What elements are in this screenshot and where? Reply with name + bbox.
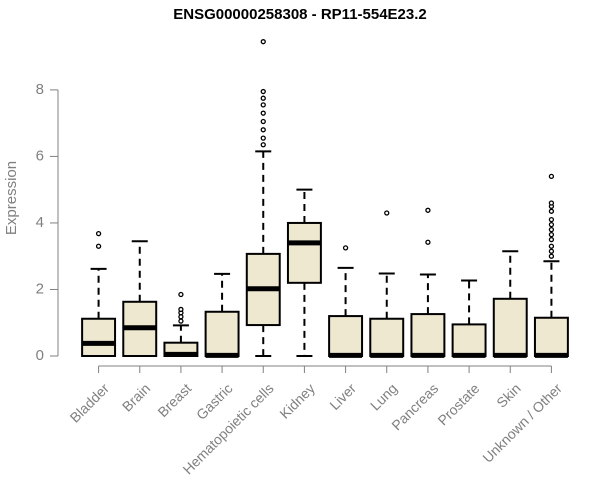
outlier-point [260, 110, 266, 116]
y-tick-label: 0 [36, 347, 44, 364]
outlier-point [548, 253, 555, 259]
outlier-point [548, 216, 555, 223]
outlier-point [548, 243, 555, 249]
box-group [369, 210, 405, 358]
outlier-point [260, 95, 266, 101]
x-tick-label: Skin [493, 380, 524, 411]
box [286, 221, 322, 284]
box [204, 310, 240, 358]
outlier-point [342, 245, 349, 251]
outlier-point [384, 210, 390, 216]
outlier-point [178, 306, 184, 313]
y-tick-label: 2 [36, 280, 44, 297]
outlier-point [95, 243, 102, 249]
box-group [328, 245, 364, 358]
y-tick-label: 8 [36, 81, 44, 98]
box-group [204, 272, 240, 358]
outlier-point [95, 230, 102, 237]
outlier-point [425, 207, 431, 213]
y-ticks: 0 2 4 6 8 [36, 81, 58, 364]
outlier-point [260, 88, 266, 95]
box-group [451, 279, 487, 358]
y-axis-label: Expression [3, 161, 20, 235]
outlier-point [548, 221, 555, 228]
box-group [286, 188, 322, 357]
box-group [410, 207, 446, 358]
outlier-point [260, 118, 266, 125]
x-tick-label: Breast [154, 380, 194, 420]
chart-title: ENSG00000258308 - RP11-554E23.2 [173, 6, 427, 23]
box-group [245, 39, 281, 357]
outlier-point [260, 102, 266, 108]
x-tick-label: Liver [326, 380, 359, 413]
box-group [163, 291, 199, 357]
y-tick-label: 6 [36, 147, 44, 164]
outlier-point [260, 127, 266, 133]
outlier-point [548, 208, 555, 214]
box-group [533, 173, 569, 358]
box [369, 317, 405, 358]
box-group [81, 230, 117, 358]
box-group [122, 240, 158, 358]
outlier-point [548, 226, 555, 233]
x-tick-label: Brain [119, 380, 153, 414]
x-tick-label: Kidney [276, 380, 318, 422]
outlier-point [260, 39, 266, 45]
box [533, 316, 569, 358]
boxes [81, 39, 569, 358]
outlier-point [425, 239, 431, 245]
outlier-point [548, 248, 555, 254]
y-tick-label: 4 [36, 214, 44, 231]
outlier-point [548, 173, 555, 180]
outlier-point [178, 291, 184, 298]
box-group [492, 250, 528, 358]
x-tick-label: Lung [367, 380, 400, 413]
outlier-point [178, 318, 184, 324]
outlier-point [260, 135, 266, 141]
outlier-point [260, 142, 266, 148]
x-tick-label: Bladder [67, 380, 113, 426]
box [451, 323, 487, 357]
box [81, 317, 117, 358]
outlier-point [548, 200, 555, 206]
x-tick-label: Prostate [434, 380, 482, 428]
box [410, 313, 446, 357]
box [328, 315, 364, 357]
outlier-point [548, 231, 555, 238]
box [492, 297, 528, 357]
outlier-point [548, 236, 555, 243]
